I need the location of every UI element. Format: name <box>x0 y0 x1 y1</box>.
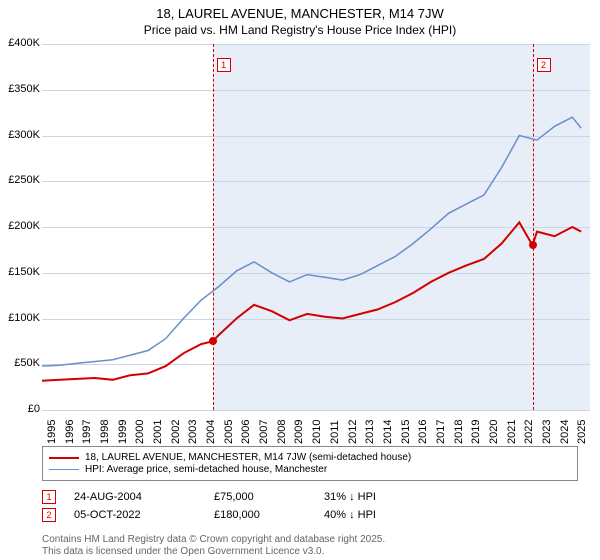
chart-subtitle: Price paid vs. HM Land Registry's House … <box>0 21 600 37</box>
x-axis-label: 2004 <box>205 420 217 444</box>
sale-price: £180,000 <box>214 509 324 521</box>
legend-row: HPI: Average price, semi-detached house,… <box>49 464 571 475</box>
x-axis-label: 2010 <box>311 420 323 444</box>
x-axis-label: 2014 <box>382 420 394 444</box>
x-axis-label: 2025 <box>576 420 588 444</box>
x-axis-label: 2016 <box>417 420 429 444</box>
x-axis-label: 2017 <box>435 420 447 444</box>
y-axis-label: £50K <box>0 357 40 369</box>
x-axis-label: 1995 <box>46 420 58 444</box>
legend-label: HPI: Average price, semi-detached house,… <box>85 464 327 475</box>
sale-row: 1 24-AUG-2004 £75,000 31% ↓ HPI <box>42 490 578 504</box>
x-axis-label: 2006 <box>240 420 252 444</box>
x-axis-label: 2019 <box>470 420 482 444</box>
x-axis-label: 2007 <box>258 420 270 444</box>
y-axis-label: £200K <box>0 220 40 232</box>
chart-container: 18, LAUREL AVENUE, MANCHESTER, M14 7JW P… <box>0 0 600 560</box>
sale-date: 24-AUG-2004 <box>74 491 214 503</box>
legend: 18, LAUREL AVENUE, MANCHESTER, M14 7JW (… <box>42 446 578 481</box>
y-axis-label: £350K <box>0 83 40 95</box>
x-axis-label: 1997 <box>81 420 93 444</box>
x-axis-label: 2024 <box>559 420 571 444</box>
y-axis-label: £150K <box>0 266 40 278</box>
x-axis-label: 2011 <box>329 420 341 444</box>
x-axis-label: 2023 <box>541 420 553 444</box>
sale-pct: 31% ↓ HPI <box>324 491 444 503</box>
x-axis-label: 2021 <box>506 420 518 444</box>
x-axis-label: 2009 <box>293 420 305 444</box>
x-axis-label: 2018 <box>453 420 465 444</box>
y-axis-label: £400K <box>0 37 40 49</box>
x-axis-label: 2003 <box>187 420 199 444</box>
y-axis-label: £100K <box>0 312 40 324</box>
x-axis-label: 2013 <box>364 420 376 444</box>
x-axis-label: 1996 <box>64 420 76 444</box>
sale-row-marker: 2 <box>42 508 56 522</box>
x-axis-label: 1999 <box>117 420 129 444</box>
y-axis-label: £250K <box>0 174 40 186</box>
sale-pct: 40% ↓ HPI <box>324 509 444 521</box>
legend-swatch <box>49 457 79 459</box>
sale-row-marker: 1 <box>42 490 56 504</box>
x-axis-label: 1998 <box>99 420 111 444</box>
x-axis-label: 2015 <box>400 420 412 444</box>
x-axis-label: 2002 <box>170 420 182 444</box>
y-axis-label: £0 <box>0 403 40 415</box>
legend-swatch <box>49 469 79 471</box>
series-hpi <box>42 117 581 366</box>
chart-title: 18, LAUREL AVENUE, MANCHESTER, M14 7JW <box>0 0 600 21</box>
sale-price: £75,000 <box>214 491 324 503</box>
x-axis-label: 2000 <box>134 420 146 444</box>
footer-line-2: This data is licensed under the Open Gov… <box>42 546 324 557</box>
y-axis-label: £300K <box>0 129 40 141</box>
footer-line-1: Contains HM Land Registry data © Crown c… <box>42 534 385 545</box>
x-axis-label: 2022 <box>523 420 535 444</box>
legend-label: 18, LAUREL AVENUE, MANCHESTER, M14 7JW (… <box>85 452 411 463</box>
legend-row: 18, LAUREL AVENUE, MANCHESTER, M14 7JW (… <box>49 452 571 463</box>
x-axis-label: 2008 <box>276 420 288 444</box>
x-axis-label: 2001 <box>152 420 164 444</box>
x-axis-label: 2012 <box>347 420 359 444</box>
sale-date: 05-OCT-2022 <box>74 509 214 521</box>
chart-lines <box>42 44 590 410</box>
x-axis-label: 2020 <box>488 420 500 444</box>
x-axis-label: 2005 <box>223 420 235 444</box>
sale-row: 2 05-OCT-2022 £180,000 40% ↓ HPI <box>42 508 578 522</box>
gridline <box>42 410 590 411</box>
